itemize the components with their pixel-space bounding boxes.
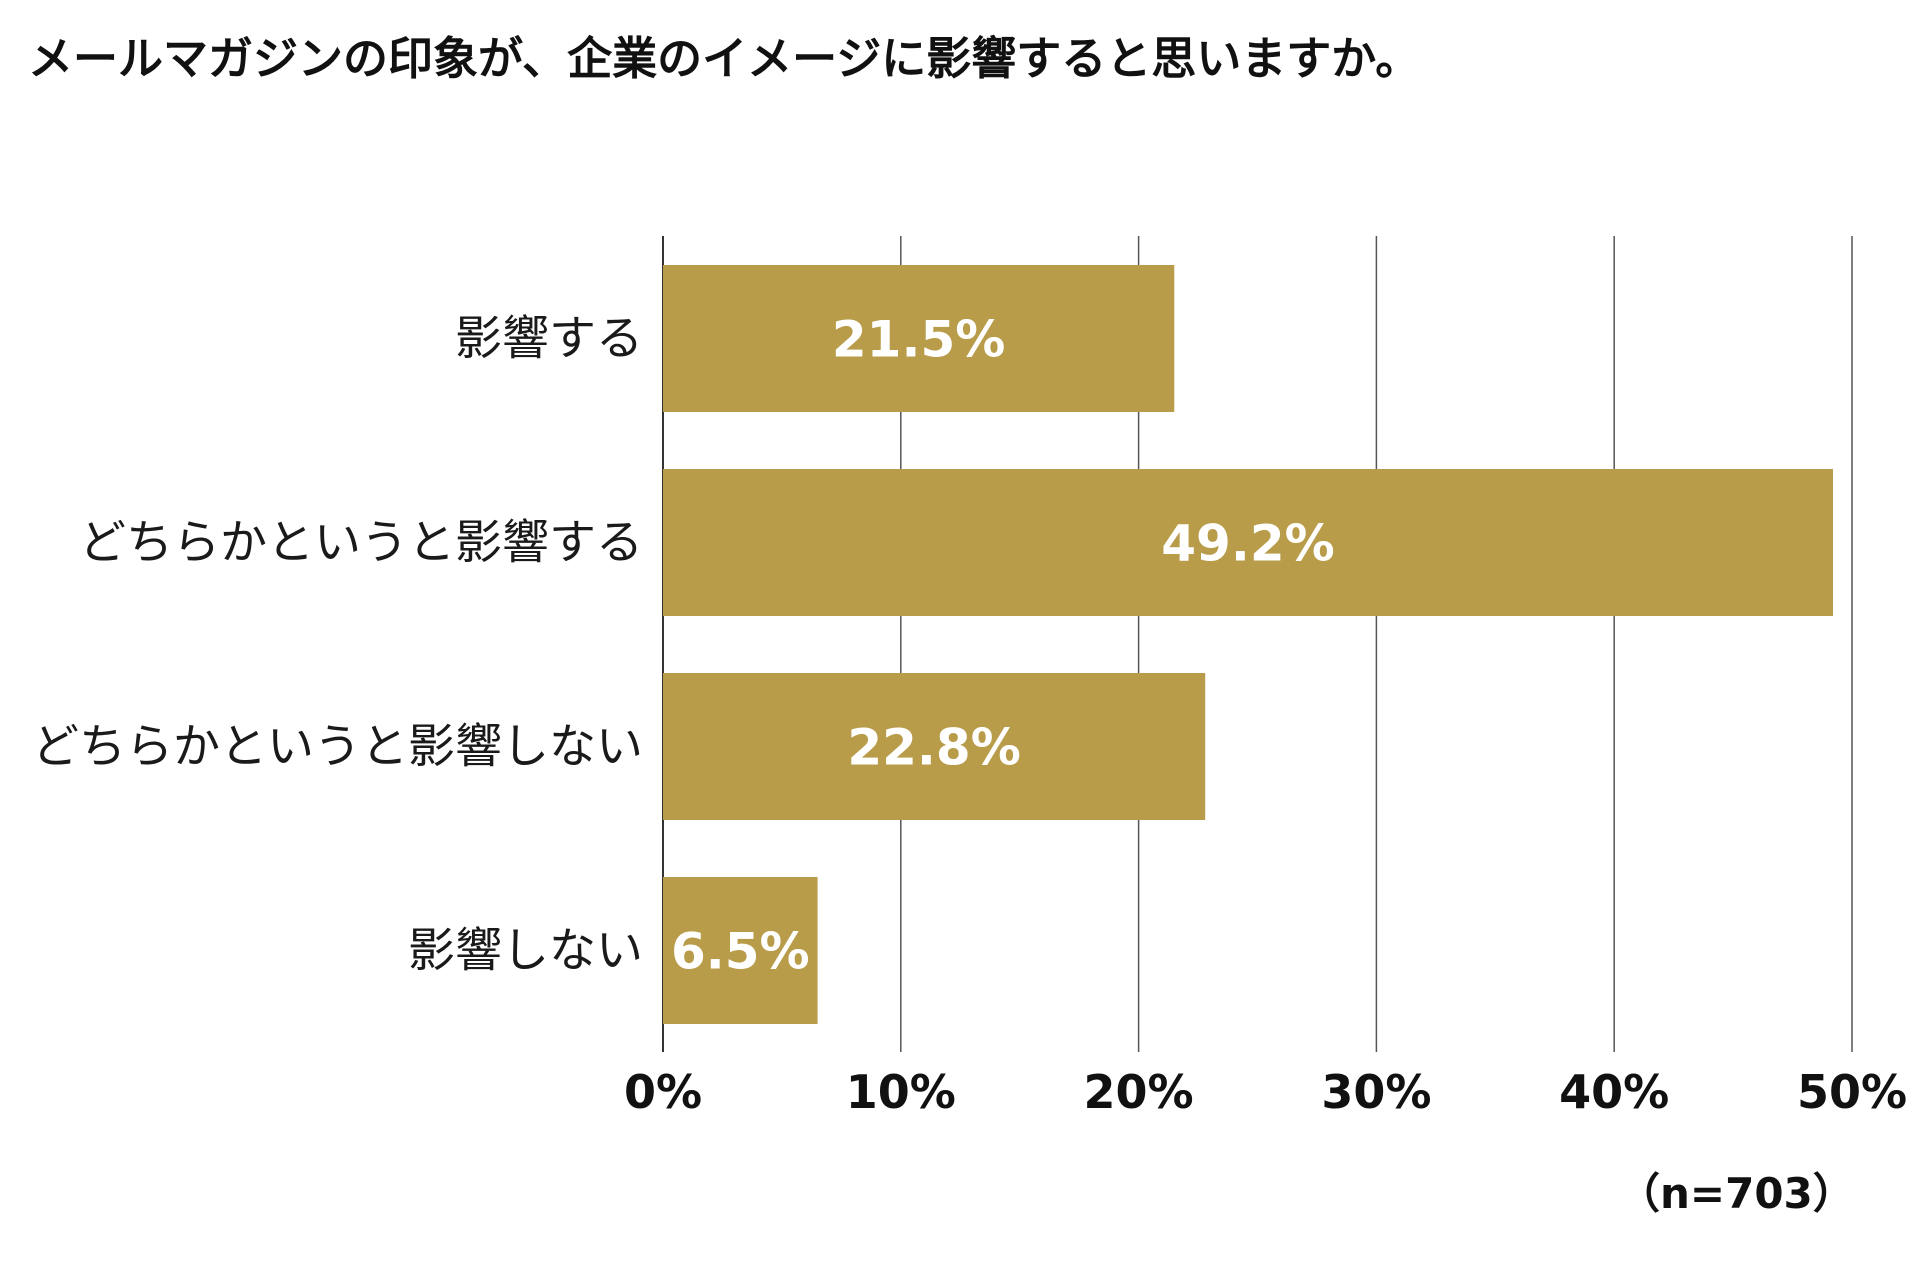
value-label-1: 21.5% [832,311,1005,369]
category-label-4: 影響しない [408,924,643,979]
value-label-2: 49.2% [1161,515,1334,573]
value-label-4: 6.5% [671,923,810,981]
x-tick-label-50: 50% [1797,1065,1907,1119]
x-tick-label-40: 40% [1559,1065,1669,1119]
bar-4 [663,877,818,1024]
category-label-2: どちらかというと影響する [79,516,643,571]
value-label-3: 22.8% [847,719,1020,777]
bar-2 [663,469,1833,616]
x-tick-label-0: 0% [624,1065,702,1119]
bar-1 [663,265,1175,412]
x-tick-label-20: 20% [1084,1065,1194,1119]
category-label-3: どちらかというと影響しない [32,720,643,775]
sample-size-note: （n=703） [1618,1169,1855,1218]
x-tick-label-10: 10% [846,1065,956,1119]
chart-title: メールマガジンの印象が、企業のイメージに影響すると思いますか。 [28,32,1421,85]
x-tick-label-30: 30% [1321,1065,1431,1119]
category-label-1: 影響する [455,312,643,367]
bar-3 [663,673,1206,820]
